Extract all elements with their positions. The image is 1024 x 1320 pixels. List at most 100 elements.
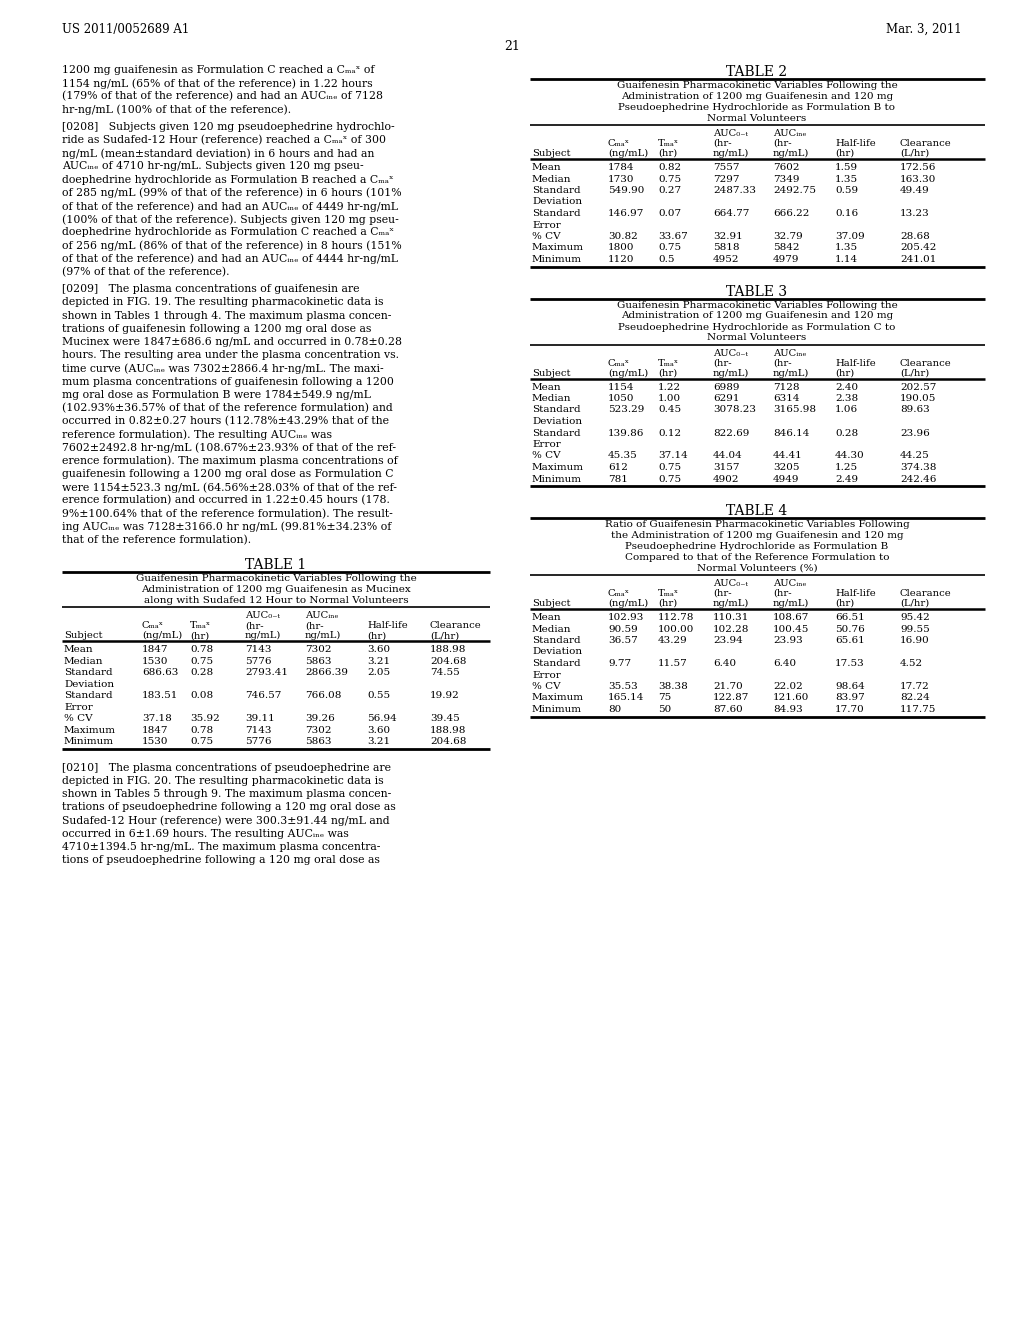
- Text: Sudafed-12 Hour (reference) were 300.3±91.44 ng/mL and: Sudafed-12 Hour (reference) were 300.3±9…: [62, 816, 389, 826]
- Text: 5863: 5863: [305, 737, 332, 746]
- Text: 746.57: 746.57: [245, 692, 282, 700]
- Text: 0.55: 0.55: [367, 692, 390, 700]
- Text: 121.60: 121.60: [773, 693, 809, 702]
- Text: 4979: 4979: [773, 255, 800, 264]
- Text: 0.28: 0.28: [835, 429, 858, 437]
- Text: Pseudoephedrine Hydrochloride as Formulation B: Pseudoephedrine Hydrochloride as Formula…: [626, 543, 889, 550]
- Text: trations of guaifenesin following a 1200 mg oral dose as: trations of guaifenesin following a 1200…: [62, 323, 372, 334]
- Text: AUC₀₋ₜ: AUC₀₋ₜ: [713, 129, 748, 139]
- Text: Minimum: Minimum: [532, 474, 582, 483]
- Text: 7602±2492.8 hr-ng/mL (108.67%±23.93% of that of the ref-: 7602±2492.8 hr-ng/mL (108.67%±23.93% of …: [62, 442, 396, 453]
- Text: ride as Sudafed-12 Hour (reference) reached a Cₘₐˣ of 300: ride as Sudafed-12 Hour (reference) reac…: [62, 135, 386, 145]
- Text: Subject: Subject: [63, 631, 102, 640]
- Text: 117.75: 117.75: [900, 705, 936, 714]
- Text: (hr): (hr): [835, 368, 854, 378]
- Text: 146.97: 146.97: [608, 209, 644, 218]
- Text: 37.09: 37.09: [835, 232, 864, 242]
- Text: 0.08: 0.08: [190, 692, 213, 700]
- Text: 9%±100.64% that of the reference formulation). The result-: 9%±100.64% that of the reference formula…: [62, 508, 393, 519]
- Text: 9.77: 9.77: [608, 659, 631, 668]
- Text: 0.75: 0.75: [658, 243, 681, 252]
- Text: Pseudoephedrine Hydrochloride as Formulation C to: Pseudoephedrine Hydrochloride as Formula…: [618, 322, 896, 331]
- Text: 1730: 1730: [608, 174, 635, 183]
- Text: 89.63: 89.63: [900, 405, 930, 414]
- Text: trations of pseudoephedrine following a 120 mg oral dose as: trations of pseudoephedrine following a …: [62, 803, 395, 812]
- Text: 1200 mg guaifenesin as Formulation C reached a Cₘₐˣ of: 1200 mg guaifenesin as Formulation C rea…: [62, 65, 375, 75]
- Text: Mar. 3, 2011: Mar. 3, 2011: [887, 22, 962, 36]
- Text: (ng/mL): (ng/mL): [142, 631, 182, 640]
- Text: AUC₀₋ₜ: AUC₀₋ₜ: [713, 348, 748, 358]
- Text: (hr-: (hr-: [713, 589, 731, 598]
- Text: (hr): (hr): [835, 149, 854, 158]
- Text: of that of the reference) and had an AUCᵢₙₑ of 4449 hr-ng/mL: of that of the reference) and had an AUC…: [62, 201, 398, 211]
- Text: 108.67: 108.67: [773, 612, 809, 622]
- Text: 19.92: 19.92: [430, 692, 460, 700]
- Text: erence formulation) and occurred in 1.22±0.45 hours (178.: erence formulation) and occurred in 1.22…: [62, 495, 390, 506]
- Text: 4710±1394.5 hr-ng/mL. The maximum plasma concentra-: 4710±1394.5 hr-ng/mL. The maximum plasma…: [62, 842, 380, 851]
- Text: Clearance: Clearance: [900, 139, 951, 148]
- Text: Tₘₐˣ: Tₘₐˣ: [658, 589, 679, 598]
- Text: 39.45: 39.45: [430, 714, 460, 723]
- Text: Guaifenesin Pharmacokinetic Variables Following the: Guaifenesin Pharmacokinetic Variables Fo…: [616, 301, 897, 309]
- Text: depicted in FIG. 20. The resulting pharmacokinetic data is: depicted in FIG. 20. The resulting pharm…: [62, 776, 384, 785]
- Text: occurred in 6±1.69 hours. The resulting AUCᵢₙₑ was: occurred in 6±1.69 hours. The resulting …: [62, 829, 349, 838]
- Text: (hr-: (hr-: [305, 622, 324, 630]
- Text: 23.94: 23.94: [713, 636, 742, 645]
- Text: shown in Tables 1 through 4. The maximum plasma concen-: shown in Tables 1 through 4. The maximum…: [62, 310, 391, 321]
- Text: Error: Error: [532, 220, 561, 230]
- Text: 49.49: 49.49: [900, 186, 930, 195]
- Text: (L/hr): (L/hr): [430, 631, 459, 640]
- Text: Median: Median: [532, 393, 571, 403]
- Text: 36.57: 36.57: [608, 636, 638, 645]
- Text: 39.11: 39.11: [245, 714, 274, 723]
- Text: Deviation: Deviation: [63, 680, 114, 689]
- Text: Guaifenesin Pharmacokinetic Variables Following the: Guaifenesin Pharmacokinetic Variables Fo…: [135, 574, 417, 583]
- Text: 686.63: 686.63: [142, 668, 178, 677]
- Text: AUCᵢₙₑ: AUCᵢₙₑ: [773, 348, 806, 358]
- Text: 1.00: 1.00: [658, 393, 681, 403]
- Text: 17.53: 17.53: [835, 659, 864, 668]
- Text: 1530: 1530: [142, 737, 169, 746]
- Text: (97% of that of the reference).: (97% of that of the reference).: [62, 267, 229, 277]
- Text: (hr-: (hr-: [773, 359, 792, 367]
- Text: AUCᵢₙₑ: AUCᵢₙₑ: [305, 611, 338, 620]
- Text: shown in Tables 5 through 9. The maximum plasma concen-: shown in Tables 5 through 9. The maximum…: [62, 789, 391, 799]
- Text: occurred in 0.82±0.27 hours (112.78%±43.29% that of the: occurred in 0.82±0.27 hours (112.78%±43.…: [62, 416, 389, 426]
- Text: Standard: Standard: [532, 636, 581, 645]
- Text: depicted in FIG. 19. The resulting pharmacokinetic data is: depicted in FIG. 19. The resulting pharm…: [62, 297, 384, 308]
- Text: doephedrine hydrochloride as Formulation B reached a Cₘₐˣ: doephedrine hydrochloride as Formulation…: [62, 174, 393, 185]
- Text: 45.35: 45.35: [608, 451, 638, 461]
- Text: [0208]   Subjects given 120 mg pseudoephedrine hydrochlo-: [0208] Subjects given 120 mg pseudoephed…: [62, 121, 394, 132]
- Text: 4952: 4952: [713, 255, 739, 264]
- Text: of that of the reference) and had an AUCᵢₙₑ of 4444 hr-ng/mL: of that of the reference) and had an AUC…: [62, 253, 398, 264]
- Text: ng/mL): ng/mL): [773, 149, 809, 158]
- Text: Cₘₐˣ: Cₘₐˣ: [142, 622, 164, 630]
- Text: 28.68: 28.68: [900, 232, 930, 242]
- Text: 0.78: 0.78: [190, 645, 213, 655]
- Text: the Administration of 1200 mg Guaifenesin and 120 mg: the Administration of 1200 mg Guaifenesi…: [610, 531, 903, 540]
- Text: 100.00: 100.00: [658, 624, 694, 634]
- Text: 3165.98: 3165.98: [773, 405, 816, 414]
- Text: Pseudoephedrine Hydrochloride as Formulation B to: Pseudoephedrine Hydrochloride as Formula…: [618, 103, 896, 112]
- Text: 74.55: 74.55: [430, 668, 460, 677]
- Text: 87.60: 87.60: [713, 705, 742, 714]
- Text: % CV: % CV: [532, 232, 560, 242]
- Text: 65.61: 65.61: [835, 636, 864, 645]
- Text: [0209]   The plasma concentrations of guaifenesin are: [0209] The plasma concentrations of guai…: [62, 284, 359, 294]
- Text: ng/mL (mean±standard deviation) in 6 hours and had an: ng/mL (mean±standard deviation) in 6 hou…: [62, 148, 375, 158]
- Text: 44.30: 44.30: [835, 451, 864, 461]
- Text: Minimum: Minimum: [532, 255, 582, 264]
- Text: (hr): (hr): [658, 599, 677, 609]
- Text: 241.01: 241.01: [900, 255, 936, 264]
- Text: 0.45: 0.45: [658, 405, 681, 414]
- Text: 23.96: 23.96: [900, 429, 930, 437]
- Text: 4949: 4949: [773, 474, 800, 483]
- Text: 4.52: 4.52: [900, 659, 923, 668]
- Text: 0.28: 0.28: [190, 668, 213, 677]
- Text: Standard: Standard: [532, 405, 581, 414]
- Text: Cₘₐˣ: Cₘₐˣ: [608, 589, 630, 598]
- Text: 83.97: 83.97: [835, 693, 864, 702]
- Text: erence formulation). The maximum plasma concentrations of: erence formulation). The maximum plasma …: [62, 455, 397, 466]
- Text: 50: 50: [658, 705, 672, 714]
- Text: 1847: 1847: [142, 645, 169, 655]
